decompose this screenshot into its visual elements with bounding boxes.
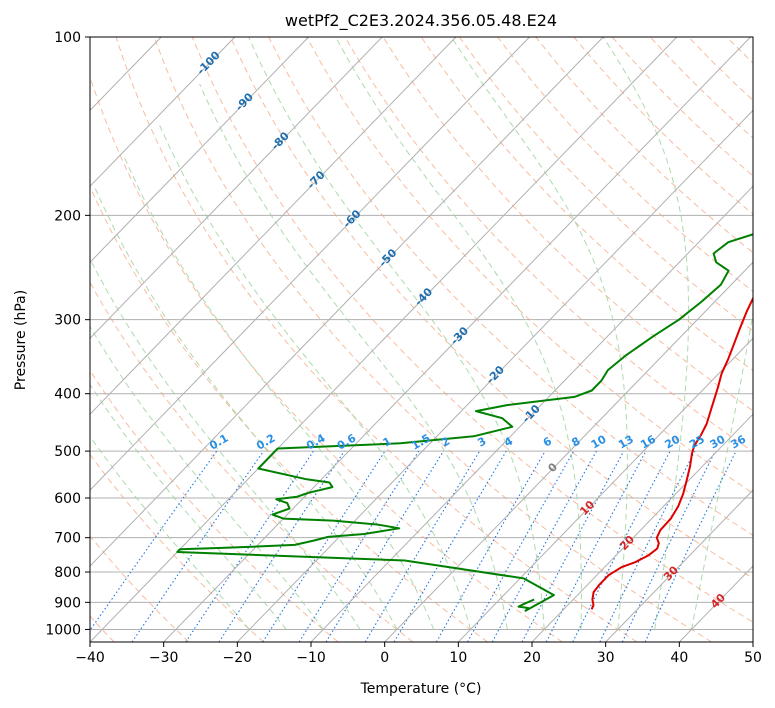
y-tick-label-300: 300 bbox=[54, 313, 81, 329]
isotherm--30 bbox=[163, 37, 751, 642]
x-tick-label--40: −40 bbox=[75, 650, 105, 666]
x-tick-label--10: −10 bbox=[296, 650, 326, 666]
dry-adiabat-130 bbox=[497, 37, 753, 293]
mixing-ratio-line-12 bbox=[521, 450, 625, 642]
x-tick-label-40: 40 bbox=[670, 650, 688, 666]
moist-adiabat--20 bbox=[90, 435, 250, 630]
pressure-gridlines bbox=[90, 37, 753, 630]
moist-adiabat-25 bbox=[335, 37, 582, 630]
dry-adiabat-10 bbox=[90, 185, 488, 642]
moist-adiabat-15 bbox=[199, 83, 508, 630]
mixing-ratio-line-6 bbox=[325, 450, 444, 642]
y-tick-label-900: 900 bbox=[54, 595, 81, 611]
moist-adiabat-35 bbox=[602, 37, 690, 630]
moist-adiabat--10 bbox=[90, 325, 324, 630]
isotherm-20 bbox=[531, 413, 753, 642]
mixing-ratio-line-0 bbox=[90, 450, 218, 632]
plot-frame bbox=[89, 36, 754, 643]
moist-adiabat-30 bbox=[450, 37, 628, 630]
moist-adiabat-40 bbox=[691, 310, 753, 630]
x-axis-label: Temperature (°C) bbox=[360, 681, 482, 697]
x-tick-label-50: 50 bbox=[744, 650, 762, 666]
y-tick-label-800: 800 bbox=[54, 565, 81, 581]
x-tick-label-20: 20 bbox=[523, 650, 541, 666]
y-tick-label-700: 700 bbox=[54, 531, 81, 547]
x-tick-label-0: 0 bbox=[380, 650, 389, 666]
y-tick-label-1000: 1000 bbox=[45, 622, 81, 638]
isotherm--90 bbox=[90, 37, 309, 263]
mixing-ratio-line-3 bbox=[218, 450, 345, 642]
x-axis-ticks: −40 −30 −20 −10 0 10 20 30 40 50 bbox=[75, 642, 762, 666]
x-tick-label--30: −30 bbox=[149, 650, 179, 666]
moist-adiabat-10 bbox=[158, 123, 471, 630]
isotherm--70 bbox=[90, 37, 457, 415]
isotherm-30 bbox=[605, 489, 753, 642]
dewpoint-profile-line bbox=[176, 233, 753, 612]
plot-area: -100-90-80-70-60-50-40-30-20-100.1 0.2 0.4… bbox=[90, 37, 753, 642]
mixing-ratio-lines bbox=[90, 450, 737, 642]
isotherm--80 bbox=[90, 37, 383, 339]
mixing-ratio-line-10 bbox=[467, 450, 575, 642]
isotherm--20 bbox=[236, 109, 753, 642]
isotherm--50 bbox=[90, 37, 604, 567]
y-tick-label-200: 200 bbox=[54, 208, 81, 224]
isotherm--60 bbox=[90, 37, 530, 491]
chart-title: wetPf2_C2E3.2024.356.05.48.E24 bbox=[285, 11, 557, 31]
isotherms bbox=[90, 37, 753, 642]
moist-adiabat--5 bbox=[90, 258, 361, 630]
mixing-ratio-line-4 bbox=[262, 450, 386, 642]
dry-adiabat--10 bbox=[90, 369, 339, 642]
dry-adiabat--20 bbox=[90, 453, 264, 642]
dry-adiabat-20 bbox=[90, 75, 563, 642]
mixing-ratio-line-2 bbox=[185, 450, 314, 642]
temperature-profile-line bbox=[590, 296, 753, 610]
y-tick-label-600: 600 bbox=[54, 491, 81, 507]
isotherm-10 bbox=[457, 337, 753, 642]
profile-lines bbox=[176, 233, 753, 612]
mixing-ratio-line-1 bbox=[131, 450, 265, 642]
y-tick-label-400: 400 bbox=[54, 387, 81, 403]
dry-adiabats bbox=[90, 37, 753, 642]
mixing-ratio-line-14 bbox=[572, 450, 671, 642]
isotherm--10 bbox=[310, 185, 753, 642]
x-tick-label--20: −20 bbox=[223, 650, 253, 666]
y-tick-label-500: 500 bbox=[54, 444, 81, 460]
y-tick-label-100: 100 bbox=[54, 30, 81, 46]
moist-adiabat--15 bbox=[90, 383, 287, 630]
dry-adiabat-50 bbox=[191, 37, 753, 623]
mixing-ratio-line-15 bbox=[599, 450, 696, 642]
x-tick-label-30: 30 bbox=[597, 650, 615, 666]
x-tick-label-10: 10 bbox=[449, 650, 467, 666]
moist-adiabat-5 bbox=[124, 157, 435, 630]
dry-adiabat-30 bbox=[115, 37, 638, 642]
isotherm--100 bbox=[90, 37, 236, 188]
y-axis-ticks: 100 200 300 400 500 600 700 800 900 1000 bbox=[45, 30, 90, 638]
y-axis-label: Pressure (hPa) bbox=[13, 290, 29, 390]
isotherm-0 bbox=[384, 261, 753, 642]
isotherm--40 bbox=[90, 37, 678, 642]
